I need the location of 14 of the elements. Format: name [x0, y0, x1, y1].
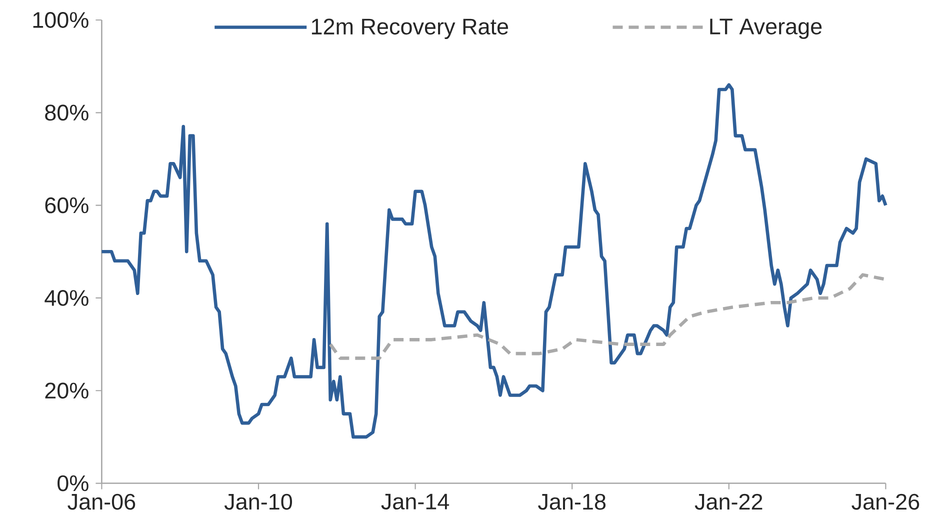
x-tick-label: Jan-14	[381, 494, 450, 510]
legend-label: LT Average	[710, 18, 822, 39]
x-tick-label: Jan-22	[694, 494, 762, 510]
x-tick-label: Jan-26	[852, 494, 920, 510]
y-tick-label: 20%	[45, 382, 88, 399]
y-tick-label: 40%	[44, 290, 88, 306]
y-tick-label: 0%	[58, 475, 88, 492]
y-tick-label: 80%	[45, 104, 88, 121]
x-tick-label: Jan-06	[68, 494, 136, 510]
x-tick-label: Jan-10	[224, 494, 292, 510]
x-tick-label: Jan-18	[538, 494, 606, 510]
legend-label: 12m Recovery Rate	[312, 18, 508, 40]
y-tick-label: 100%	[33, 12, 88, 28]
y-tick-label: 60%	[45, 197, 88, 214]
